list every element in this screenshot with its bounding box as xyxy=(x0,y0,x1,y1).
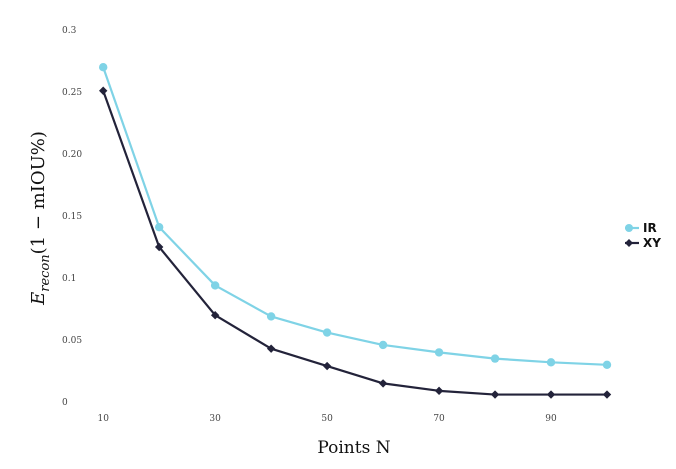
y-label-subscript: recon xyxy=(38,254,53,291)
legend-marker-xy xyxy=(625,239,633,247)
data-point-xy xyxy=(210,311,220,320)
x-tick-label: 50 xyxy=(321,414,333,424)
data-point-ir xyxy=(210,281,220,290)
data-point-xy xyxy=(98,86,108,95)
x-axis-ticks: 10 30 50 70 90 xyxy=(97,414,557,424)
y-tick-label: 0.25 xyxy=(62,88,82,98)
y-tick-label: 0.15 xyxy=(62,212,82,222)
data-point-ir xyxy=(266,312,276,321)
data-point-ir xyxy=(546,358,556,367)
series-line-xy xyxy=(102,90,607,396)
data-point-xy xyxy=(602,390,612,399)
legend-item-xy: XY xyxy=(625,236,661,250)
data-point-ir xyxy=(98,62,108,72)
x-axis-label: Points N xyxy=(317,438,390,458)
legend-item-ir: IR xyxy=(625,221,657,235)
data-point-ir xyxy=(434,348,444,357)
data-point-ir xyxy=(322,328,332,337)
y-tick-label: 0.20 xyxy=(62,150,82,160)
y-tick-label: 0.05 xyxy=(62,336,82,346)
data-point-xy xyxy=(546,390,556,399)
x-tick-label: 30 xyxy=(209,414,221,424)
data-point-xy xyxy=(322,361,332,371)
y-axis-label: Erecon(1 − mIOU%) xyxy=(28,131,53,306)
y-label-base: E xyxy=(28,292,49,306)
x-tick-label: 90 xyxy=(545,414,557,424)
y-tick-label: 0 xyxy=(62,398,68,408)
x-tick-label: 70 xyxy=(433,414,445,424)
legend-label-ir: IR xyxy=(643,221,657,235)
data-point-ir xyxy=(378,340,388,350)
y-tick-label: 0.1 xyxy=(62,274,76,284)
data-point-xy xyxy=(154,242,164,252)
data-point-xy xyxy=(266,344,276,353)
series-line-ir xyxy=(102,66,608,366)
data-point-xy xyxy=(434,386,444,396)
data-point-ir xyxy=(154,222,164,232)
data-point-ir xyxy=(602,360,612,369)
series-xy xyxy=(98,86,612,399)
data-point-ir xyxy=(490,354,500,363)
legend-label-xy: XY xyxy=(643,236,661,250)
y-tick-label: 0.3 xyxy=(62,26,77,36)
legend-marker-ir xyxy=(625,224,633,232)
y-axis-ticks: 0 0.05 0.1 0.15 0.20 0.25 0.3 xyxy=(62,26,82,408)
series-layer xyxy=(98,62,612,399)
x-tick-label: 10 xyxy=(97,414,109,424)
series-ir xyxy=(98,62,612,369)
data-point-xy xyxy=(490,390,500,399)
data-point-xy xyxy=(378,379,388,388)
y-label-rest: (1 − mIOU%) xyxy=(28,131,49,254)
